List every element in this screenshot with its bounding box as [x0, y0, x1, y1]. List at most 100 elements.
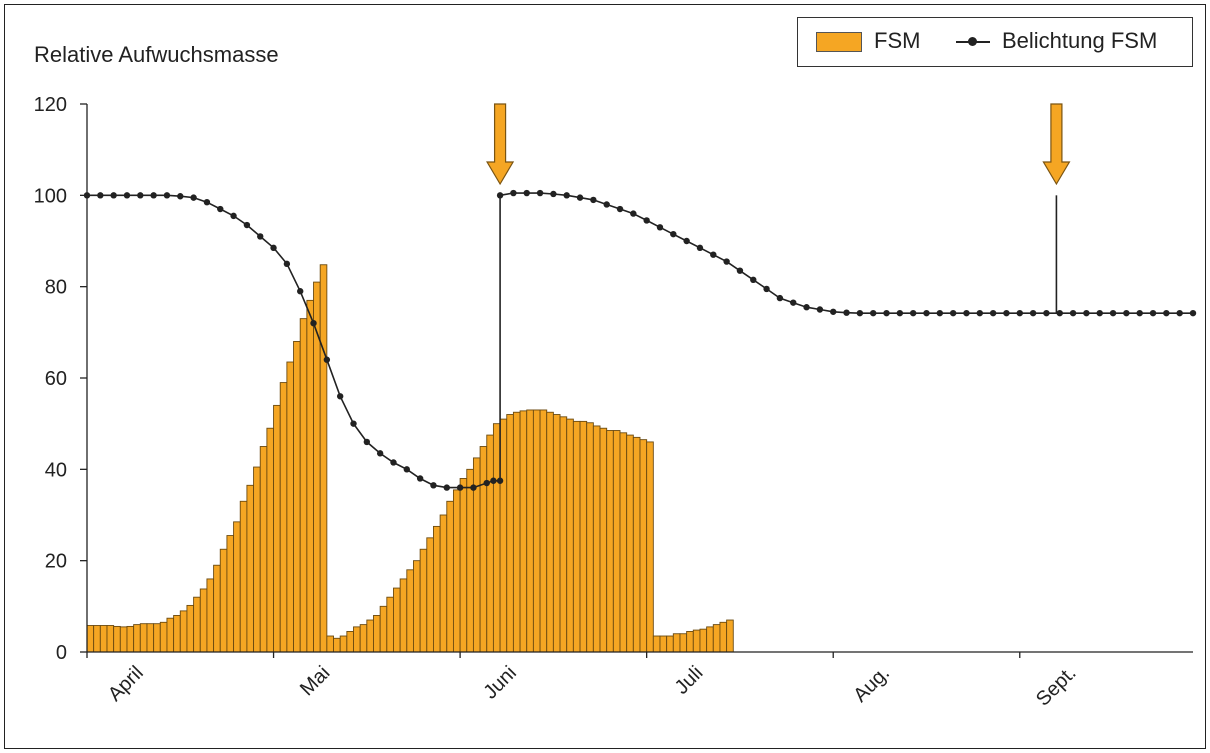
- bar: [239, 500, 248, 653]
- bar: [699, 628, 708, 653]
- bar: [692, 629, 701, 653]
- bar: [619, 432, 628, 653]
- line-point: [83, 192, 91, 199]
- line-point: [310, 320, 317, 327]
- y-tick-label: 60: [45, 368, 67, 390]
- line-point: [217, 205, 224, 213]
- bar: [346, 631, 354, 653]
- line-point: [1109, 309, 1117, 317]
- line-point: [536, 189, 544, 197]
- line-point: [616, 205, 624, 213]
- bar: [652, 635, 661, 653]
- bar: [579, 420, 588, 653]
- bar: [419, 548, 428, 653]
- line-point: [150, 192, 157, 199]
- bar: [246, 484, 255, 653]
- bar: [539, 409, 548, 653]
- bar: [413, 560, 421, 653]
- bar: [126, 625, 135, 653]
- line-point: [883, 309, 890, 317]
- bar: [199, 588, 208, 653]
- bar: [279, 382, 288, 653]
- line-point: [763, 285, 770, 293]
- y-tick-label: 20: [45, 551, 67, 573]
- bar: [386, 596, 394, 653]
- bar: [293, 341, 301, 653]
- line-point: [750, 276, 757, 284]
- line-point: [1043, 309, 1050, 317]
- bar: [486, 434, 494, 653]
- legend: FSM Belichtung FSM: [797, 17, 1193, 67]
- line-point: [576, 194, 584, 201]
- legend-label-line: Belichtung FSM: [1002, 28, 1158, 53]
- bar: [532, 409, 541, 653]
- line-point: [230, 212, 237, 220]
- bar: [479, 446, 488, 653]
- line-point: [816, 306, 824, 313]
- bar: [319, 264, 328, 653]
- bar: [393, 587, 401, 653]
- bar: [439, 514, 448, 653]
- bar: [266, 427, 275, 653]
- bar: [259, 446, 268, 653]
- bar: [166, 617, 175, 653]
- line-point: [843, 309, 850, 316]
- line-point: [1069, 309, 1077, 317]
- bar: [499, 418, 508, 653]
- bar: [233, 521, 241, 653]
- line-point: [1056, 309, 1063, 317]
- line-point: [336, 393, 344, 400]
- line-point: [97, 192, 104, 199]
- line-point: [550, 190, 557, 198]
- bar: [226, 535, 235, 653]
- line-point: [350, 420, 357, 427]
- bar: [339, 635, 348, 653]
- line-point: [297, 288, 304, 295]
- line-point: [1163, 309, 1170, 317]
- legend-bar-swatch: [816, 32, 862, 52]
- bar: [286, 361, 294, 653]
- bar: [433, 525, 441, 653]
- bar: [519, 410, 528, 653]
- line-point: [670, 230, 677, 238]
- line-point: [390, 459, 397, 466]
- bar: [159, 621, 168, 653]
- y-tick-label: 100: [34, 185, 67, 207]
- line-point: [1083, 309, 1090, 317]
- bar: [612, 430, 621, 653]
- line-point: [363, 438, 371, 446]
- bar: [406, 569, 414, 653]
- y-tick-label: 120: [34, 94, 67, 116]
- line-point: [936, 309, 944, 317]
- line-point: [909, 309, 917, 317]
- line-point: [710, 251, 717, 258]
- bar: [672, 633, 681, 653]
- line-point: [483, 479, 490, 487]
- line-point: [1003, 309, 1010, 317]
- bar: [326, 635, 334, 653]
- line-point: [510, 189, 517, 197]
- bar: [592, 425, 601, 653]
- line-point: [803, 304, 810, 311]
- bar: [99, 625, 108, 653]
- y-tick-label: 80: [45, 277, 67, 299]
- line-point: [137, 192, 144, 199]
- line-point: [949, 309, 957, 317]
- line-point: [856, 309, 864, 317]
- line-point: [110, 192, 117, 199]
- x-tick-label: Juli: [671, 662, 708, 699]
- line-point: [430, 482, 437, 489]
- bar: [373, 615, 381, 653]
- bar: [273, 404, 281, 653]
- bar: [466, 468, 474, 653]
- line-point: [443, 484, 450, 491]
- line-point: [1176, 309, 1183, 317]
- bar: [379, 605, 388, 653]
- x-tick-label: Aug.: [849, 662, 894, 707]
- line-point: [283, 260, 291, 268]
- bar: [299, 318, 308, 653]
- line-point: [1016, 309, 1023, 317]
- legend-dot-swatch: [968, 37, 977, 46]
- line-point: [656, 224, 664, 231]
- line-point: [736, 267, 744, 274]
